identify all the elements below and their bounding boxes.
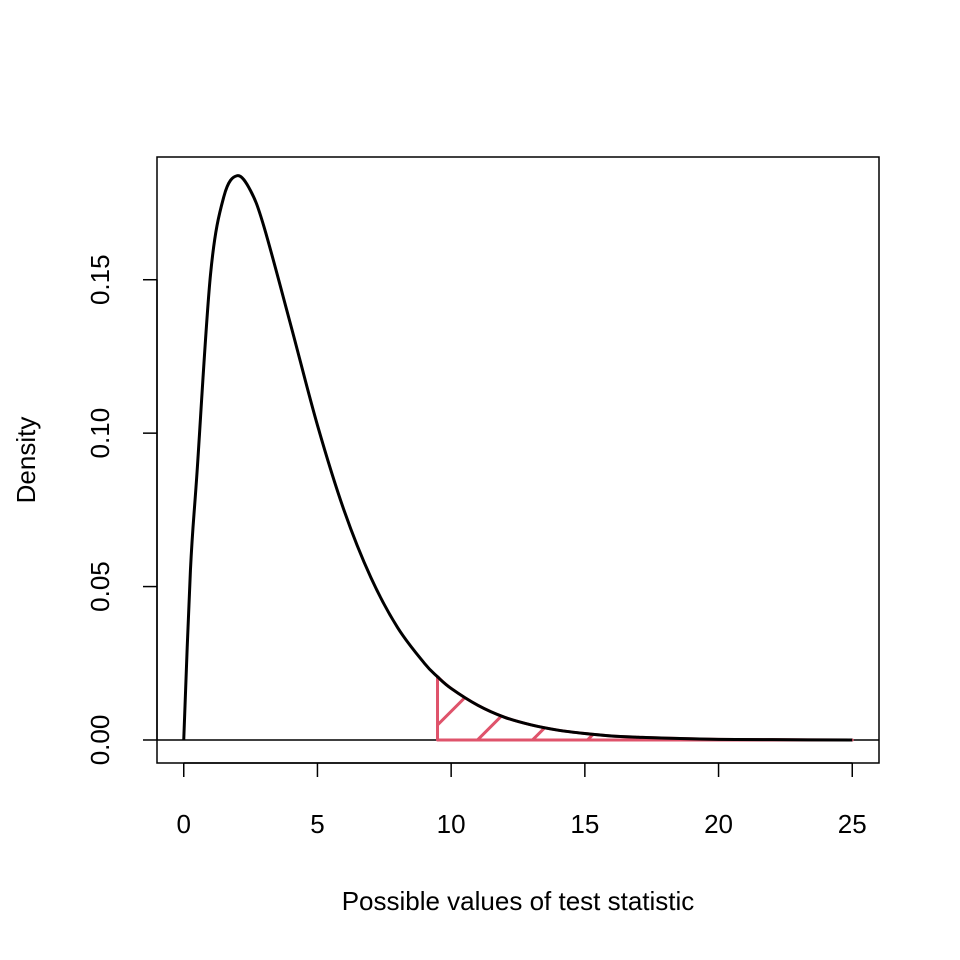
hatch-line xyxy=(437,676,549,740)
hatch-line xyxy=(531,676,853,740)
x-tick-label: 10 xyxy=(437,809,466,839)
y-tick-label: 0.10 xyxy=(85,408,115,459)
hatch-line xyxy=(437,676,824,740)
y-axis-label: Density xyxy=(11,417,41,504)
x-tick-label: 5 xyxy=(310,809,324,839)
hatch-line xyxy=(437,676,494,740)
hatch-line xyxy=(437,676,439,740)
hatch-line xyxy=(437,676,659,740)
x-tick-label: 25 xyxy=(838,809,867,839)
hatch-line xyxy=(641,676,853,740)
hatch-line xyxy=(918,340,960,740)
density-curve xyxy=(182,174,853,742)
hatch-line xyxy=(696,676,853,740)
hatch-line xyxy=(476,676,853,740)
plot-frame xyxy=(156,156,880,764)
y-tick-label: 0.15 xyxy=(85,254,115,305)
y-tick-label: 0.05 xyxy=(85,561,115,612)
x-axis-label: Possible values of test statistic xyxy=(342,886,695,916)
hatch-line xyxy=(806,676,853,740)
x-tick-label: 20 xyxy=(704,809,733,839)
hatch-line xyxy=(586,676,853,740)
x-axis: 0 5 10 15 20 25 xyxy=(177,762,867,839)
shaded-tail-region xyxy=(436,340,960,742)
y-tick-label: 0.00 xyxy=(85,715,115,766)
hatch-line xyxy=(437,676,714,740)
x-tick-label: 0 xyxy=(177,809,191,839)
x-tick-label: 15 xyxy=(570,809,599,839)
hatch-line xyxy=(437,676,769,740)
hatch-line xyxy=(437,676,604,740)
hatch-line xyxy=(751,676,853,740)
tail-outline xyxy=(436,675,854,742)
tail-hatching xyxy=(437,340,960,740)
hatch-line xyxy=(863,340,960,740)
y-axis: 0.00 0.05 0.10 0.15 xyxy=(85,254,158,766)
